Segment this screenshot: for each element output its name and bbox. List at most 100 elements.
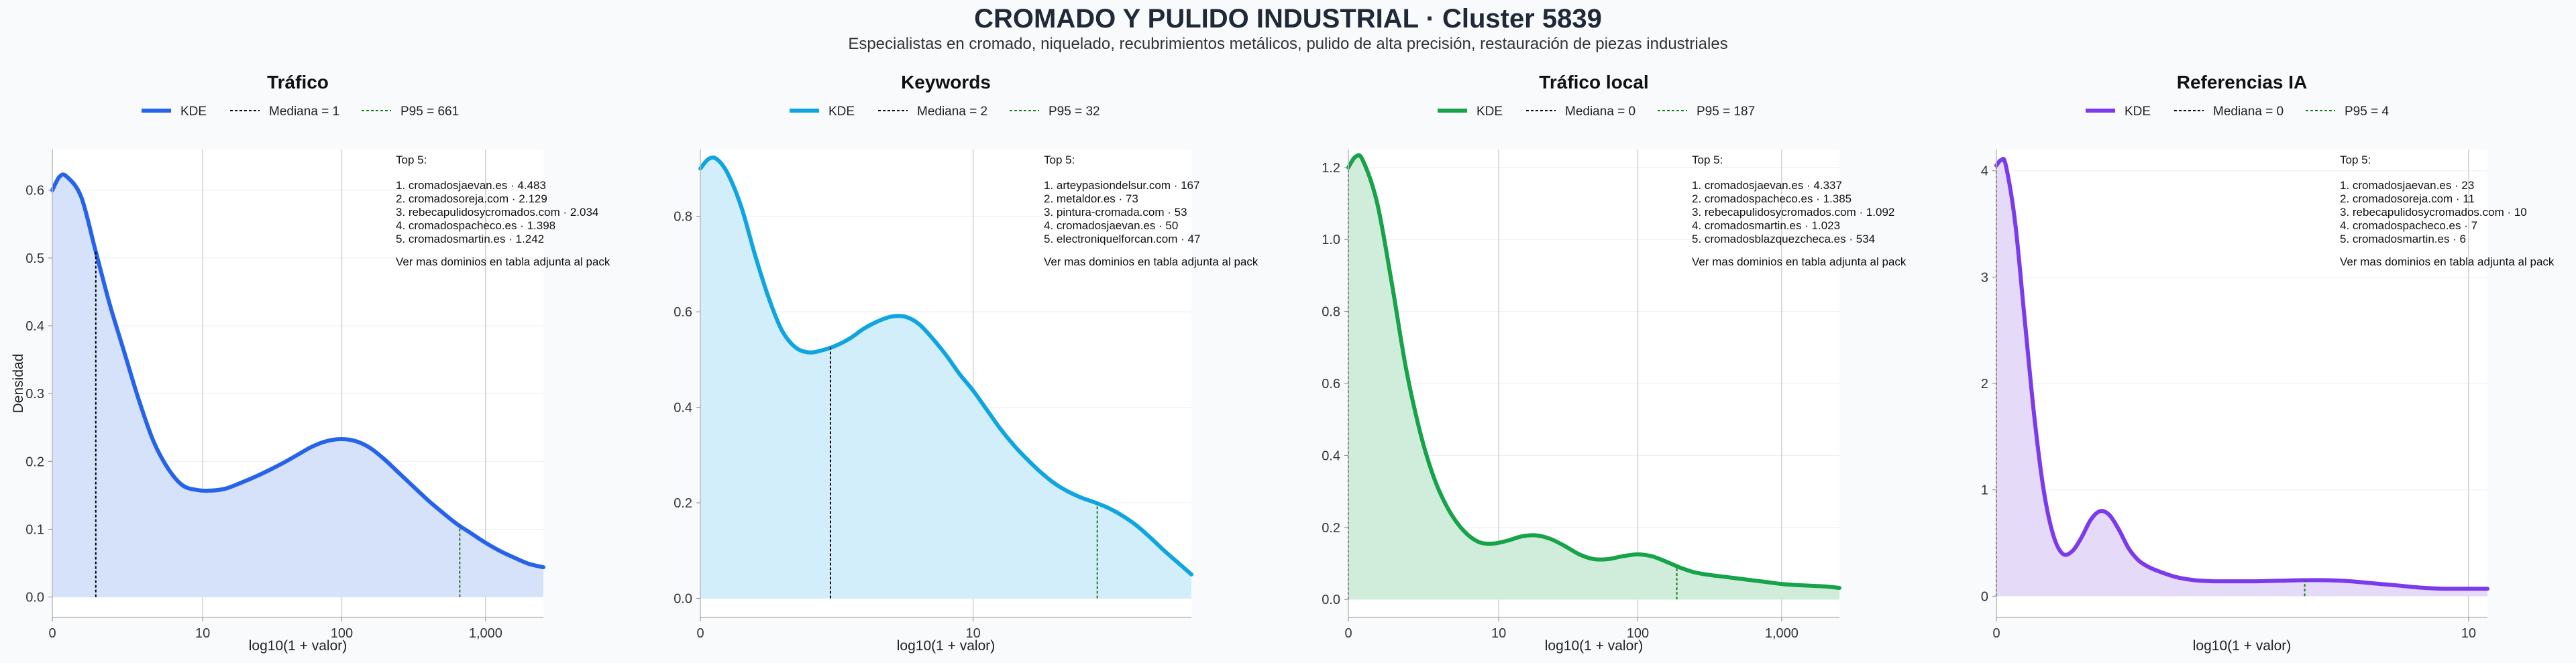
top5-annotation: Top 5: 1. cromadosjaevan.es · 232. cromad…	[2340, 154, 2555, 268]
top5-note: Ver mas dominios en tabla adjunta al pac…	[2340, 255, 2555, 268]
top5-item: 2. cromadospacheco.es · 1.385	[1692, 192, 1851, 205]
legend-p95-label: P95 = 4	[2345, 105, 2389, 119]
y-tick-label: 0.8	[674, 210, 692, 225]
x-axis-label: log10(1 + valor)	[249, 638, 347, 654]
legend-p95-label: P95 = 661	[400, 105, 459, 119]
top5-item: 2. cromadosoreja.com · 11	[2340, 192, 2475, 205]
x-tick-label: 10	[195, 626, 210, 641]
top5-item: 4. cromadosjaevan.es · 50	[1044, 219, 1178, 232]
top5-item: 2. cromadosoreja.com · 2.129	[396, 192, 547, 205]
chart-panel-3: 0.0 0.2 0.4 0.6 0.8 1.0 1.2 0 10 100 1,000 log10(1 …	[1322, 72, 1907, 654]
x-tick-label: 0	[1992, 626, 2000, 641]
y-tick-label: 1.0	[1322, 233, 1340, 247]
top5-note: Ver mas dominios en tabla adjunta al pac…	[1692, 255, 1907, 268]
legend-median-label: Mediana = 0	[2213, 105, 2284, 119]
x-tick-label: 100	[331, 626, 353, 641]
x-axis-label: log10(1 + valor)	[1545, 638, 1644, 654]
top5-item: 3. rebecapulidosycromados.com · 1.092	[1692, 206, 1894, 219]
y-tick-label: 0.0	[674, 592, 692, 607]
y-tick-label: 0.3	[25, 387, 44, 402]
top5-item: 3. rebecapulidosycromados.com · 10	[2340, 206, 2527, 219]
x-tick-label: 10	[1491, 626, 1506, 641]
y-tick-label: 0.4	[1322, 448, 1340, 463]
top5-item: 4. cromadospacheco.es · 7	[2340, 219, 2477, 232]
kde-area	[1996, 158, 2487, 597]
kde-area	[1348, 155, 1839, 600]
y-tick-label: 0.4	[25, 319, 44, 334]
top5-item: 2. metaldor.es · 73	[1044, 192, 1138, 205]
chart-panel-1: 0.0 0.1 0.2 0.3 0.4 0.5 0.6 0 10 100 1,000 log10(1 …	[11, 72, 610, 654]
kde-line	[1994, 156, 2489, 591]
x-tick-label: 1,000	[1765, 626, 1799, 641]
legend-p95-label: P95 = 187	[1697, 105, 1755, 119]
figure-title: CROMADO Y PULIDO INDUSTRIAL · Cluster 58…	[974, 4, 1602, 34]
y-tick-label: 0.0	[25, 591, 44, 605]
legend-median-label: Mediana = 2	[917, 105, 987, 119]
y-tick-label: 0.1	[25, 522, 44, 537]
y-tick-label: 0	[1981, 589, 1988, 604]
x-tick-label: 0	[48, 626, 56, 641]
top5-item: 1. cromadosjaevan.es · 4.483	[396, 179, 546, 192]
kde-line	[50, 172, 545, 570]
top5-item: 3. pintura-cromada.com · 53	[1044, 206, 1187, 219]
panel-title: Keywords	[901, 72, 991, 93]
top5-title: Top 5:	[2340, 154, 2371, 166]
y-tick-label: 0.6	[25, 184, 44, 198]
kde-area	[52, 174, 543, 597]
top5-item: 5. electroniquelforcan.com · 47	[1044, 233, 1200, 245]
top5-item: 5. cromadosmartin.es · 1.242	[396, 233, 544, 245]
y-tick-label: 0.2	[25, 455, 44, 469]
kde-line	[1346, 153, 1841, 590]
y-tick-label: 1.2	[1322, 161, 1340, 176]
top5-item: 4. cromadospacheco.es · 1.398	[396, 219, 555, 232]
top5-item: 5. cromadosblazquezcheca.es · 534	[1692, 233, 1875, 245]
y-tick-label: 0.6	[1322, 377, 1340, 391]
y-tick-label: 0.5	[25, 251, 44, 266]
y-tick-label: 1	[1981, 483, 1988, 498]
legend: KDE Mediana = 2 P95 = 32	[790, 105, 1100, 119]
top5-note: Ver mas dominios en tabla adjunta al pac…	[396, 255, 610, 268]
legend-median-label: Mediana = 1	[269, 105, 339, 119]
top5-item: 3. rebecapulidosycromados.com · 2.034	[396, 206, 598, 219]
y-tick-label: 0.6	[674, 305, 692, 320]
x-tick-label: 0	[1344, 626, 1352, 641]
legend-p95-label: P95 = 32	[1049, 105, 1100, 119]
legend-median-label: Mediana = 0	[1565, 105, 1635, 119]
y-tick-label: 0.4	[674, 401, 692, 416]
x-axis-label: log10(1 + valor)	[897, 638, 996, 654]
legend-kde-label: KDE	[828, 105, 855, 119]
panel-title: Tráfico local	[1539, 72, 1648, 93]
figure-subtitle: Especialistas en cromado, niquelado, rec…	[848, 35, 1728, 53]
x-tick-label: 10	[2461, 626, 2476, 641]
y-axis-label: Densidad	[11, 354, 26, 414]
legend-kde-label: KDE	[1477, 105, 1503, 119]
top5-title: Top 5:	[1044, 154, 1075, 166]
y-tick-label: 0.0	[1322, 593, 1340, 607]
top5-note: Ver mas dominios en tabla adjunta al pac…	[1044, 255, 1258, 268]
x-tick-label: 1,000	[469, 626, 502, 641]
x-axis-label: log10(1 + valor)	[2193, 638, 2292, 654]
top5-title: Top 5:	[396, 154, 427, 166]
y-tick-label: 3	[1981, 270, 1988, 285]
panel-title: Tráfico	[267, 72, 329, 93]
panel-title: Referencias IA	[2177, 72, 2308, 93]
legend: KDE Mediana = 0 P95 = 187	[1438, 105, 1755, 119]
top5-item: 1. cromadosjaevan.es · 4.337	[1692, 179, 1842, 192]
top5-item: 1. arteypasiondelsur.com · 167	[1044, 179, 1199, 192]
top5-item: 5. cromadosmartin.es · 6	[2340, 233, 2466, 245]
legend-kde-label: KDE	[2125, 105, 2151, 119]
x-tick-label: 0	[696, 626, 704, 641]
y-tick-label: 2	[1981, 377, 1988, 391]
y-tick-label: 0.2	[1322, 521, 1340, 536]
y-tick-label: 0.2	[674, 496, 692, 511]
top5-item: 1. cromadosjaevan.es · 23	[2340, 179, 2474, 192]
x-tick-label: 100	[1627, 626, 1649, 641]
chart-panel-4: 0 1 2 3 4 0 10 log10(1 + valor) Referencias IA KD…	[1981, 72, 2555, 654]
y-tick-label: 0.8	[1322, 305, 1340, 320]
